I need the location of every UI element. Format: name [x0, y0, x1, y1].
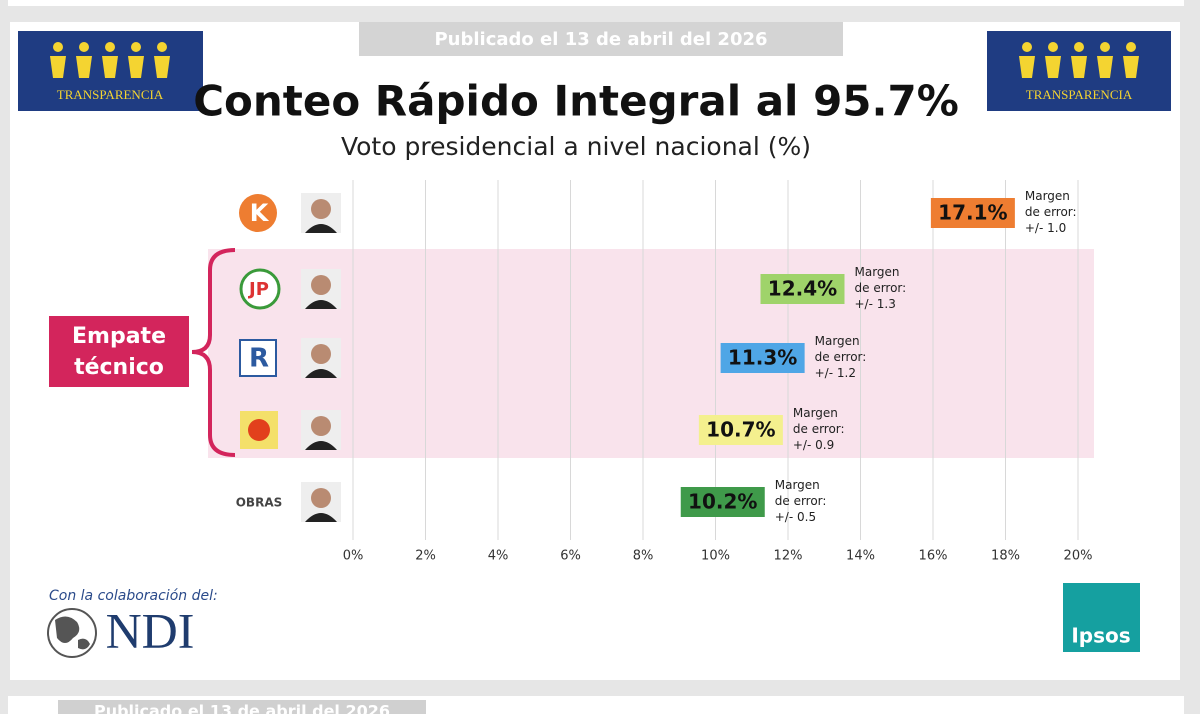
party-logo: K: [239, 193, 341, 233]
candidate-body: [305, 513, 337, 522]
value-box: [930, 198, 1015, 228]
logo-shape: [239, 194, 277, 232]
error-title: Margen de error:: [1024, 189, 1077, 219]
error-value: +/- 0.5: [774, 510, 817, 524]
category-label: R: [249, 344, 269, 374]
logo: TRANSPARENCIA: [18, 31, 203, 111]
candidate-face: [311, 199, 331, 219]
card-top: [8, 0, 1184, 6]
ribbon-text: Publicado el 13 de abril del 2026: [94, 702, 390, 714]
x-tick-label: 20%: [1064, 549, 1093, 564]
category-label: K: [250, 199, 270, 227]
x-tick-label: 0%: [343, 549, 364, 564]
value-label: 10.2%: [688, 490, 757, 514]
ipsos-logo: Ipsos: [1063, 583, 1140, 652]
ribbon: [359, 22, 843, 56]
ndi-text: NDI: [106, 602, 195, 658]
x-tick-label: 6%: [560, 549, 581, 564]
x-tick-label: 10%: [701, 549, 730, 564]
value-label: 12.4%: [768, 277, 837, 301]
value-box: [720, 343, 805, 373]
party-logo: JP: [239, 268, 341, 310]
candidate-body: [305, 300, 337, 309]
x-tick-label: 4%: [488, 549, 509, 564]
error-label: Margen de error: +/- 0.5: [775, 477, 837, 525]
value-box: [698, 415, 783, 445]
tie-band: [208, 249, 1094, 458]
error-value: +/- 1.3: [854, 297, 896, 311]
value-label: 17.1%: [938, 201, 1007, 225]
logo-text: TRANSPARENCIA: [57, 87, 164, 102]
candidate-body: [305, 369, 337, 378]
x-tick-label: 16%: [919, 549, 948, 564]
candidate-face: [311, 488, 331, 508]
x-tick-label: 2%: [415, 549, 436, 564]
error-label: Margen de error: +/- 1.3: [855, 264, 917, 312]
party-logo: OBRAS: [236, 482, 341, 522]
error-label: Margen de error: +/- 0.9: [793, 405, 855, 453]
party-logo: R: [239, 338, 341, 378]
candidate-body: [305, 441, 337, 450]
chart-subtitle: Voto presidencial a nivel nacional (%): [341, 132, 811, 161]
candidate-face: [311, 275, 331, 295]
bracket: [191, 248, 236, 457]
error-value: +/- 1.2: [814, 366, 856, 380]
value-label: 11.3%: [728, 346, 797, 370]
x-tick-label: 18%: [991, 549, 1020, 564]
candidate-body: [305, 224, 337, 233]
collaboration: Con la colaboración del:: [49, 588, 218, 604]
error-label: Margen de error: +/- 1.0: [1025, 188, 1087, 236]
error-title: Margen de error:: [854, 265, 907, 295]
category-label: OBRAS: [236, 496, 283, 510]
logo-text: TRANSPARENCIA: [1026, 87, 1133, 102]
error-title: Margen de error:: [792, 406, 845, 436]
error-value: +/- 1.0: [1024, 221, 1067, 235]
x-tick-label: 8%: [633, 549, 654, 564]
published: Publicado el 13 de abril del 2026: [434, 29, 767, 50]
value-box: [680, 487, 765, 517]
ndi-logo: NDI: [47, 602, 195, 658]
tie-label: Empate técnico: [49, 316, 189, 387]
logo: TRANSPARENCIA: [987, 31, 1171, 111]
error-label: Margen de error: +/- 1.2: [815, 333, 877, 381]
value-label: 10.7%: [706, 418, 775, 442]
tie-text: Empate técnico: [72, 323, 166, 380]
party-logo: [240, 410, 341, 450]
category-label: JP: [247, 279, 269, 300]
logo-shape: [248, 419, 270, 441]
x-tick-label: 12%: [774, 549, 803, 564]
chart-title: Conteo Rápido Integral al 95.7%: [193, 77, 959, 126]
candidate-face: [311, 416, 331, 436]
error-title: Margen de error:: [774, 478, 827, 508]
error-value: +/- 0.9: [792, 438, 835, 452]
candidate-face: [311, 344, 331, 364]
logo-shape: [239, 339, 277, 377]
ribbon: [58, 700, 426, 714]
value-box: [760, 274, 845, 304]
logo-shape: [239, 268, 281, 310]
x-tick-label: 14%: [846, 549, 875, 564]
ipsos-text: Ipsos: [1071, 624, 1130, 648]
error-title: Margen de error:: [814, 334, 867, 364]
